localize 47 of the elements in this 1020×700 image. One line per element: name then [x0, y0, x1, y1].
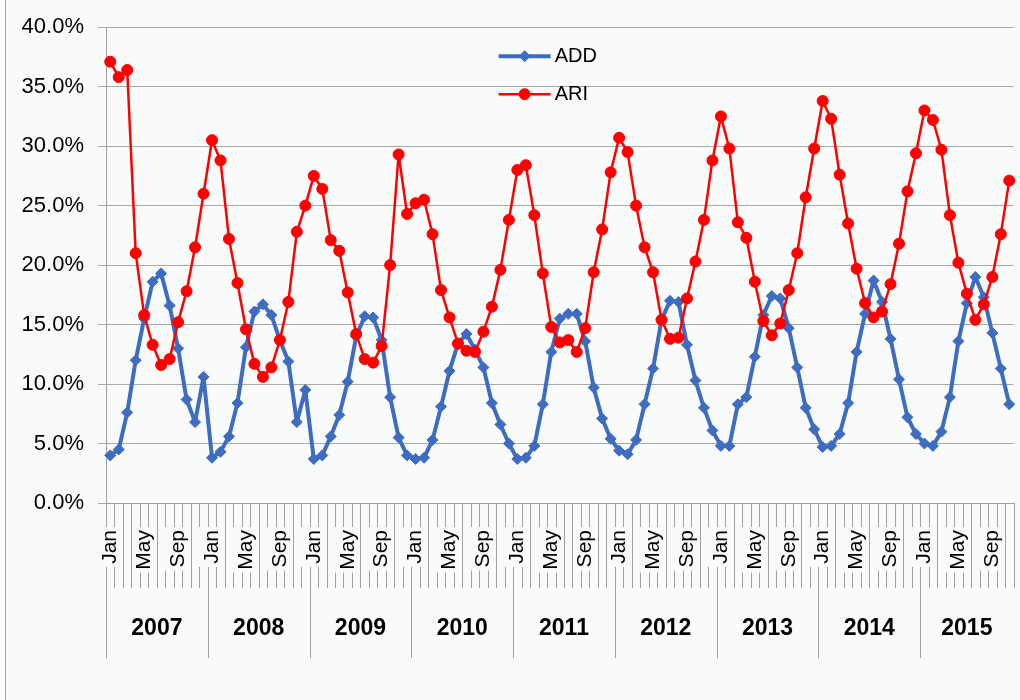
- text: 2008: [233, 614, 285, 641]
- text: 2007: [131, 614, 183, 641]
- x-tick-label: May: [843, 529, 867, 570]
- x-tick-label: Jan: [504, 530, 528, 564]
- x-tick-label: May: [945, 529, 969, 570]
- x-tick-label: Jan: [97, 530, 121, 564]
- x-tick-label: Jan: [911, 530, 935, 564]
- y-tick-label: 10.0%: [21, 370, 84, 396]
- x-tick-label: Sep: [979, 530, 1003, 568]
- x-tick-label: May: [639, 529, 663, 570]
- x-tick-label: Jan: [809, 530, 833, 564]
- text: 2014: [843, 614, 896, 641]
- x-tick-label: Jan: [707, 530, 731, 564]
- y-tick-label: 5.0%: [33, 429, 84, 455]
- y-tick-label: 15.0%: [21, 310, 84, 336]
- x-tick-label: Sep: [368, 530, 392, 568]
- x-tick-label: May: [232, 529, 256, 570]
- text: 2009: [334, 614, 387, 641]
- legend-label: ARI: [554, 81, 588, 104]
- y-tick-label: 20.0%: [21, 251, 84, 277]
- y-tick-label: 40.0%: [21, 13, 84, 39]
- x-tick-label: May: [436, 529, 460, 570]
- x-tick-label: Jan: [402, 530, 426, 564]
- text: 2011: [539, 614, 590, 641]
- text: 2010: [436, 614, 488, 641]
- x-tick-label: May: [334, 529, 358, 570]
- y-tick-label: 30.0%: [21, 132, 84, 158]
- x-tick-label: Sep: [470, 530, 494, 568]
- x-tick-label: Jan: [300, 530, 324, 564]
- legend-label: ADD: [554, 43, 597, 66]
- x-tick-label: May: [741, 529, 765, 570]
- y-tick-label: 35.0%: [21, 72, 84, 98]
- x-tick-label: Sep: [164, 530, 188, 568]
- text: 2013: [741, 614, 794, 641]
- x-tick-label: May: [130, 529, 154, 570]
- x-tick-label: Sep: [775, 530, 799, 568]
- y-tick-label: 0.0%: [33, 489, 84, 515]
- x-tick-label: Sep: [266, 530, 290, 568]
- text: 2015: [941, 614, 993, 641]
- x-tick-label: Jan: [605, 530, 629, 564]
- x-tick-label: Sep: [877, 530, 901, 568]
- x-tick-label: May: [538, 529, 562, 570]
- x-tick-label: Jan: [198, 530, 222, 564]
- text: 2012: [640, 614, 692, 641]
- x-tick-label: Sep: [571, 530, 595, 568]
- x-tick-label: Sep: [673, 530, 697, 568]
- y-tick-label: 25.0%: [21, 191, 84, 217]
